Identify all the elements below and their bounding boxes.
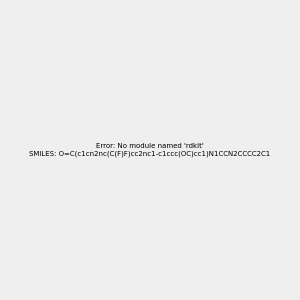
Text: Error: No module named 'rdkit'
SMILES: O=C(c1cn2nc(C(F)F)cc2nc1-c1ccc(OC)cc1)N1C: Error: No module named 'rdkit' SMILES: O… <box>29 143 271 157</box>
